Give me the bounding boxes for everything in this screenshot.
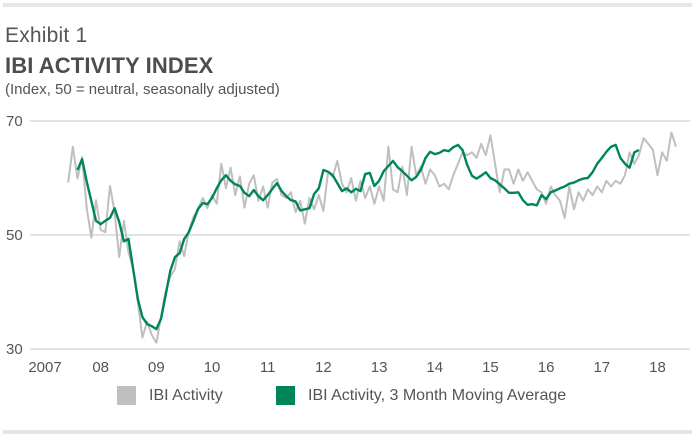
- x-tick-label: 09: [148, 359, 165, 376]
- y-axis-ticks: 30 50 70: [6, 113, 23, 358]
- legend: IBI Activity IBI Activity, 3 Month Movin…: [0, 386, 697, 410]
- x-tick-label: 14: [426, 359, 443, 376]
- y-tick-label: 70: [6, 113, 23, 130]
- y-tick-label: 30: [6, 341, 23, 358]
- x-tick-label: 17: [593, 359, 610, 376]
- moving-average-line: [76, 143, 640, 331]
- x-tick-label: 08: [92, 359, 109, 376]
- x-tick-label: 2007: [28, 359, 61, 376]
- legend-label-moving-average: IBI Activity, 3 Month Moving Average: [308, 386, 567, 404]
- top-border: [3, 3, 692, 7]
- bottom-border: [3, 430, 692, 434]
- green-square-swatch-icon: [276, 386, 295, 405]
- x-tick-label: 13: [371, 359, 388, 376]
- gridlines: [30, 120, 690, 350]
- x-axis-ticks: 2007 08 09 10 11 12 13 14 15 16 17 18: [28, 359, 666, 376]
- chart-subtitle: (Index, 50 = neutral, seasonally adjuste…: [5, 81, 280, 98]
- series-lines: [67, 131, 677, 344]
- x-tick-label: 10: [204, 359, 221, 376]
- legend-item-moving-average: IBI Activity, 3 Month Moving Average: [276, 386, 566, 405]
- x-tick-label: 15: [482, 359, 499, 376]
- x-tick-label: 11: [260, 359, 276, 376]
- x-tick-label: 18: [649, 359, 666, 376]
- legend-label-activity: IBI Activity: [149, 386, 223, 404]
- chart-title: IBI ACTIVITY INDEX: [5, 53, 214, 78]
- exhibit-label: Exhibit 1: [5, 24, 88, 47]
- x-tick-label: 12: [315, 359, 332, 376]
- x-tick-label: 16: [538, 359, 555, 376]
- activity-line: [67, 131, 677, 344]
- gray-square-swatch-icon: [117, 386, 136, 405]
- legend-item-activity: IBI Activity: [117, 386, 223, 405]
- y-tick-label: 50: [6, 227, 23, 244]
